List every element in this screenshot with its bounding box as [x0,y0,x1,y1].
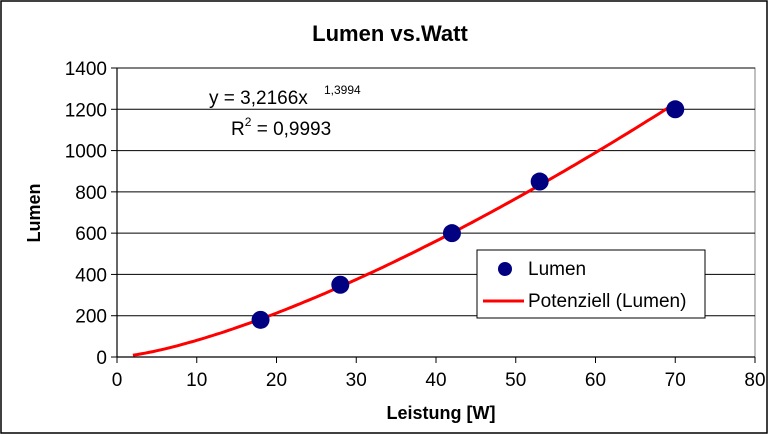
x-tick-label-50: 50 [505,370,526,391]
gridlines [117,67,755,317]
equation-text: y = 3,2166x [209,88,308,109]
data-point-42 [442,224,461,243]
data-point-18 [251,310,270,329]
legend: Lumen Potenziell (Lumen) [476,249,706,319]
y-axis-title: Lumen [24,183,44,242]
y-tick-label-1200: 1200 [65,100,107,121]
equation-exponent: 1,3994 [324,83,361,97]
data-point-53 [530,172,549,191]
y-tick-label-0: 0 [96,348,107,369]
y-tick-label-200: 200 [75,307,107,328]
x-tick-label-30: 30 [346,370,367,391]
x-tick-label-0: 0 [112,370,123,391]
data-point-28 [331,275,350,294]
y-tick-label-600: 600 [75,224,107,245]
y-tick-label-400: 400 [75,265,107,286]
r2-value: = 0,9993 [251,119,331,140]
legend-label-lumen: Lumen [528,259,586,280]
x-tick-label-40: 40 [425,370,446,391]
y-tick-label-800: 800 [75,183,107,204]
chart-title: Lumen vs.Watt [312,21,468,46]
x-tick-label-20: 20 [266,370,287,391]
r2-label: R2 = 0,9993 [231,115,331,140]
y-tick-label-1000: 1000 [65,142,107,163]
scatter-points [251,100,685,329]
x-tick-label-70: 70 [665,370,686,391]
x-tick-label-10: 10 [186,370,207,391]
trendline-power [132,102,677,357]
data-point-70 [666,100,685,119]
x-tick-label-80: 80 [744,370,765,391]
y-tick-label-1400: 1400 [65,59,107,80]
legend-marker-lumen [498,262,512,276]
trendline-group [132,102,677,357]
r2-superscript: 2 [245,115,252,129]
legend-label-trend: Potenziell (Lumen) [528,291,686,312]
equation-label: y = 3,2166x [209,88,308,109]
r2-prefix: R [231,119,245,140]
y-axis-ticks: 0 200 400 600 800 1000 1200 1400 [65,59,117,369]
legend-box [476,249,706,319]
x-tick-label-60: 60 [585,370,606,391]
x-axis-ticks: 0 10 20 30 40 50 60 70 80 [112,357,766,391]
x-axis-title: Leistung [W] [387,403,496,423]
